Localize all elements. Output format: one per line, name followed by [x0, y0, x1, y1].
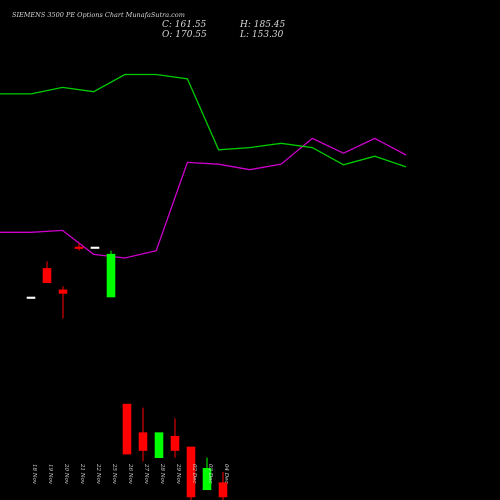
- candle: [58, 286, 68, 319]
- close-readout: C: 161.55: [162, 20, 207, 30]
- candle: [138, 407, 148, 462]
- candle-body: [26, 296, 36, 299]
- x-axis-ticks: 18 Nov 19 Nov 20 Nov 21 Nov 22 Nov 25 Nov 26 N…: [31, 463, 229, 485]
- candle: [42, 261, 52, 284]
- candle-body: [170, 435, 180, 451]
- x-tick-label: 21 Nov: [79, 463, 85, 485]
- candle-body: [138, 432, 148, 451]
- x-tick-label: 20 Nov: [63, 463, 69, 485]
- low-readout: L: 153.30: [239, 30, 284, 40]
- candle-body: [122, 403, 132, 455]
- candle-body: [186, 446, 196, 498]
- candle-body: [90, 246, 100, 249]
- candle: [122, 403, 132, 455]
- candle-body: [42, 268, 52, 284]
- candle-body: [154, 432, 164, 458]
- candle: [202, 457, 212, 491]
- high-readout: H: 185.45: [239, 20, 286, 30]
- x-tick-label: 19 Nov: [47, 464, 53, 485]
- x-tick-label: 03 Dec: [207, 464, 213, 484]
- candle: [154, 432, 164, 458]
- x-tick-label: 29 Nov: [175, 463, 181, 485]
- candle: [170, 418, 180, 458]
- x-tick-label: 25 Nov: [111, 463, 117, 485]
- candle-body: [58, 289, 68, 294]
- candlesticks: [26, 243, 228, 500]
- candle: [74, 243, 84, 251]
- candle: [106, 250, 116, 298]
- candle-body: [106, 253, 116, 298]
- green-indicator-line: [0, 73, 407, 168]
- indicator-lines: [0, 73, 407, 259]
- candle: [186, 446, 196, 500]
- x-tick-label: 22 Nov: [95, 463, 101, 485]
- x-tick-label: 18 Nov: [31, 464, 37, 485]
- x-tick-label: 27 Nov: [143, 463, 149, 485]
- candle-body: [202, 468, 212, 491]
- x-tick-label: 04 Dec: [223, 464, 229, 484]
- magenta-indicator-line: [0, 137, 407, 259]
- candle: [26, 296, 36, 299]
- candle: [218, 471, 228, 500]
- candle-body: [74, 246, 84, 249]
- x-tick-label: 02 Dec: [191, 464, 197, 484]
- x-tick-label: 26 Nov: [127, 463, 133, 485]
- candle-body: [218, 482, 228, 498]
- open-readout: O: 170.55: [162, 30, 207, 40]
- x-tick-label: 28 Nov: [159, 463, 165, 485]
- candle: [90, 246, 100, 249]
- chart-title: SIEMENS 3500 PE Options Chart MunafaSutr…: [12, 11, 185, 19]
